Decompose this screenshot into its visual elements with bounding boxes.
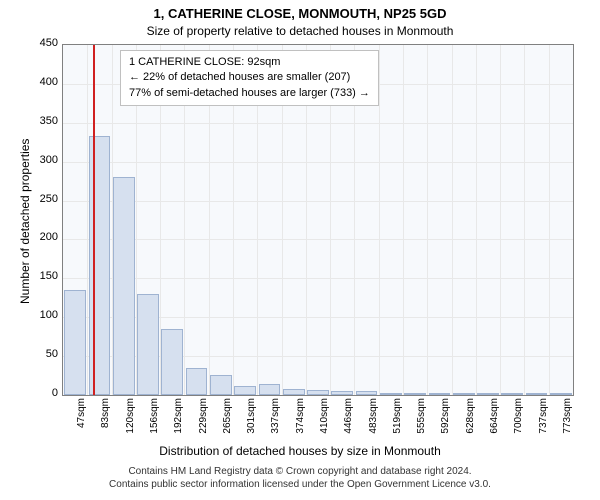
gridline-v [427, 45, 428, 395]
y-tick-label: 0 [24, 387, 58, 399]
bar [210, 375, 232, 395]
gridline-h [63, 278, 573, 279]
x-tick-label: 301sqm [246, 398, 257, 438]
y-axis-label: Number of detached properties [18, 139, 32, 304]
x-tick-label: 374sqm [295, 398, 306, 438]
x-tick-label: 592sqm [440, 398, 451, 438]
bar [161, 329, 183, 395]
x-tick-label: 628sqm [465, 398, 476, 438]
bar [113, 177, 135, 395]
bar [186, 368, 208, 395]
bar [234, 386, 256, 395]
x-tick-label: 519sqm [392, 398, 403, 438]
x-axis-label: Distribution of detached houses by size … [0, 444, 600, 458]
bar [501, 393, 523, 395]
x-tick-label: 156sqm [149, 398, 160, 438]
bar [550, 393, 572, 395]
bar [453, 393, 475, 395]
y-tick-label: 450 [24, 37, 58, 49]
gridline-h [63, 239, 573, 240]
gridline-v [500, 45, 501, 395]
chart-subtitle: Size of property relative to detached ho… [0, 24, 600, 38]
x-tick-label: 192sqm [173, 398, 184, 438]
y-tick-label: 350 [24, 115, 58, 127]
bar [137, 294, 159, 395]
gridline-v [549, 45, 550, 395]
bar [429, 393, 451, 395]
bar [380, 393, 402, 395]
legend-line: ← 22% of detached houses are smaller (20… [129, 70, 370, 85]
bar [331, 391, 353, 395]
gridline-v [452, 45, 453, 395]
bar [477, 393, 499, 395]
bar [259, 384, 281, 395]
gridline-v [476, 45, 477, 395]
gridline-h [63, 123, 573, 124]
y-tick-label: 50 [24, 348, 58, 360]
legend-box: 1 CATHERINE CLOSE: 92sqm← 22% of detache… [120, 50, 379, 106]
chart-title: 1, CATHERINE CLOSE, MONMOUTH, NP25 5GD [0, 6, 600, 21]
footer-line: Contains public sector information licen… [0, 479, 600, 490]
x-tick-label: 555sqm [416, 398, 427, 438]
bar [404, 393, 426, 395]
x-tick-label: 446sqm [343, 398, 354, 438]
x-tick-label: 83sqm [100, 398, 111, 438]
bar [89, 136, 111, 395]
gridline-v [524, 45, 525, 395]
x-tick-label: 410sqm [319, 398, 330, 438]
bar [307, 390, 329, 395]
x-tick-label: 47sqm [76, 398, 87, 438]
legend-line: 77% of semi-detached houses are larger (… [129, 86, 370, 101]
gridline-v [403, 45, 404, 395]
x-tick-label: 700sqm [513, 398, 524, 438]
bar [283, 389, 305, 395]
x-tick-label: 120sqm [125, 398, 136, 438]
x-tick-label: 229sqm [198, 398, 209, 438]
bar [64, 290, 86, 395]
bar [526, 393, 548, 395]
y-tick-label: 400 [24, 76, 58, 88]
x-tick-label: 773sqm [562, 398, 573, 438]
bar [356, 391, 378, 395]
gridline-h [63, 162, 573, 163]
x-tick-label: 737sqm [538, 398, 549, 438]
x-tick-label: 664sqm [489, 398, 500, 438]
y-tick-label: 100 [24, 309, 58, 321]
legend-line: 1 CATHERINE CLOSE: 92sqm [129, 55, 370, 70]
gridline-h [63, 201, 573, 202]
property-marker-line [93, 45, 95, 395]
x-tick-label: 337sqm [270, 398, 281, 438]
footer-line: Contains HM Land Registry data © Crown c… [0, 466, 600, 477]
x-tick-label: 265sqm [222, 398, 233, 438]
x-tick-label: 483sqm [368, 398, 379, 438]
